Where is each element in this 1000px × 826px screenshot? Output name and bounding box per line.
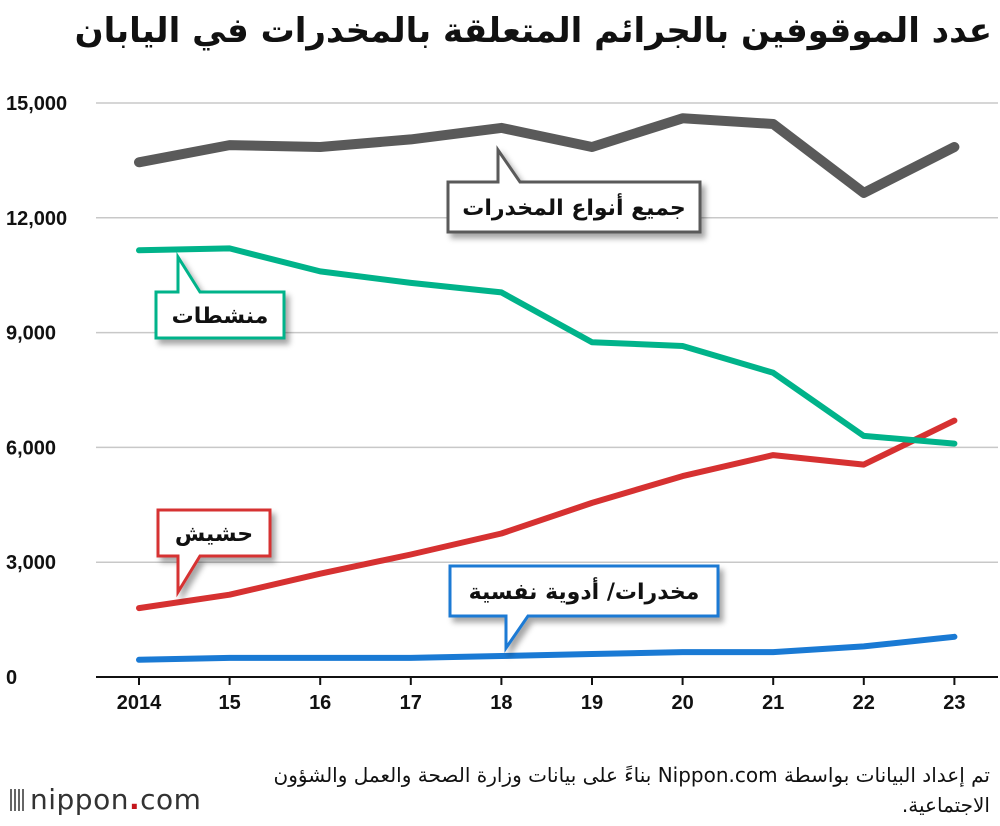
x-tick-label: 15 (218, 692, 240, 714)
logo-dot: . (128, 783, 141, 816)
y-axis-ticks: 0 3,000 6,000 9,000 12,000 15,000 (6, 93, 67, 689)
line-narcotics-psychotropics (136, 633, 958, 663)
x-tick-label: 17 (400, 692, 422, 714)
x-tick-label: 19 (581, 692, 603, 714)
label-narcotics (448, 564, 720, 653)
label-all-drugs (446, 145, 702, 234)
logo-bars-icon (10, 789, 24, 811)
y-tick-label: 6,000 (6, 437, 56, 459)
y-tick-label: 3,000 (6, 552, 56, 574)
line-chart: 0 3,000 6,000 9,000 12,000 15,000 2014 15 16 17 1… (6, 93, 998, 714)
source-note: تم إعداد البيانات بواسطة Nippon.com بناء… (273, 763, 990, 817)
y-tick-label: 12,000 (6, 208, 67, 230)
label-stimulants (154, 251, 286, 340)
series-labels: جميع أنواع المخدرات منشطات حشيش مخدرات/ أدو… (154, 145, 720, 653)
label-cannabis (156, 508, 272, 598)
x-tick-label: 2014 (117, 692, 162, 714)
y-tick-label: 9,000 (6, 323, 56, 345)
logo-name: nippon (30, 783, 129, 816)
callout-box (448, 564, 720, 653)
x-tick-label: 18 (490, 692, 512, 714)
x-tick-label: 21 (762, 692, 784, 714)
callout-box (446, 145, 702, 234)
y-tick-label: 15,000 (6, 93, 67, 115)
callout-text: حشيش (175, 522, 253, 547)
nippon-logo: nippon.com (10, 783, 201, 816)
callout-text: مخدرات/ أدوية نفسية (469, 576, 700, 605)
x-axis: 2014 15 16 17 18 19 20 21 22 23 (117, 677, 966, 714)
line-stimulants (136, 245, 958, 447)
logo-suffix: com (140, 783, 202, 816)
x-tick-label: 16 (309, 692, 331, 714)
callout-text: منشطات (172, 304, 269, 329)
chart-title: عدد الموقوفين بالجرائم المتعلقة بالمخدرا… (74, 11, 992, 51)
x-tick-label: 22 (853, 692, 875, 714)
x-tick-label: 20 (671, 692, 693, 714)
line-cannabis (136, 417, 958, 612)
callout-box (156, 508, 272, 598)
series-lines (134, 113, 960, 663)
line-all-drugs (134, 113, 960, 198)
callout-box (154, 251, 286, 340)
x-tick-label: 23 (943, 692, 965, 714)
callout-text: جميع أنواع المخدرات (462, 192, 686, 221)
y-tick-label: 0 (6, 667, 17, 689)
